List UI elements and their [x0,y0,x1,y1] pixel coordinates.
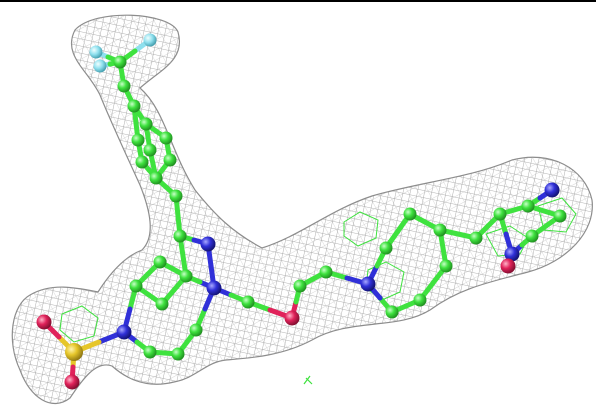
nitrogen-atom [200,236,216,252]
electron-density-mesh [11,14,593,404]
carbon-atom [173,229,187,243]
nitrogen-atom [206,280,222,296]
carbon-atom [293,279,307,293]
carbon-atom [127,99,141,113]
oxygen-atom [284,310,300,326]
carbon-atom [155,297,169,311]
carbon-atom [171,347,185,361]
oxygen-atom [64,374,80,390]
carbon-atom [379,241,393,255]
carbon-atom [117,79,131,93]
carbon-atom [143,143,157,157]
oxygen-atom [36,314,52,330]
oxygen-atom [500,258,516,274]
carbon-atom [469,231,483,245]
fluorine-atom [143,33,157,47]
carbon-atom [385,305,399,319]
carbon-atom [521,199,535,213]
carbon-atom [319,265,333,279]
carbon-atom [131,133,145,147]
carbon-atom [439,259,453,273]
fluorine-atom [89,45,103,59]
carbon-atom [525,229,539,243]
carbon-atom [163,153,177,167]
carbon-atom [413,293,427,307]
nitrogen-atom [544,182,560,198]
carbon-atom [135,155,149,169]
carbon-atom [403,207,417,221]
carbon-atom [153,255,167,269]
nitrogen-atom [504,246,520,262]
carbon-atom [143,345,157,359]
carbon-atom [149,171,163,185]
carbon-atom [169,189,183,203]
sulfur-atom [65,343,83,361]
carbon-atom [139,117,153,131]
carbon-atom [159,131,173,145]
carbon-atom [553,209,567,223]
top-border-line [0,0,596,2]
carbon-atom [493,207,507,221]
atom-spheres [36,33,567,390]
carbon-atom [241,295,255,309]
carbon-atom [179,269,193,283]
carbon-atom [113,55,127,69]
fluorine-atom [93,59,107,73]
carbon-atom [189,323,203,337]
carbon-atom [433,223,447,237]
carbon-atom [129,279,143,293]
nitrogen-atom [360,276,376,292]
nitrogen-atom [116,324,132,340]
